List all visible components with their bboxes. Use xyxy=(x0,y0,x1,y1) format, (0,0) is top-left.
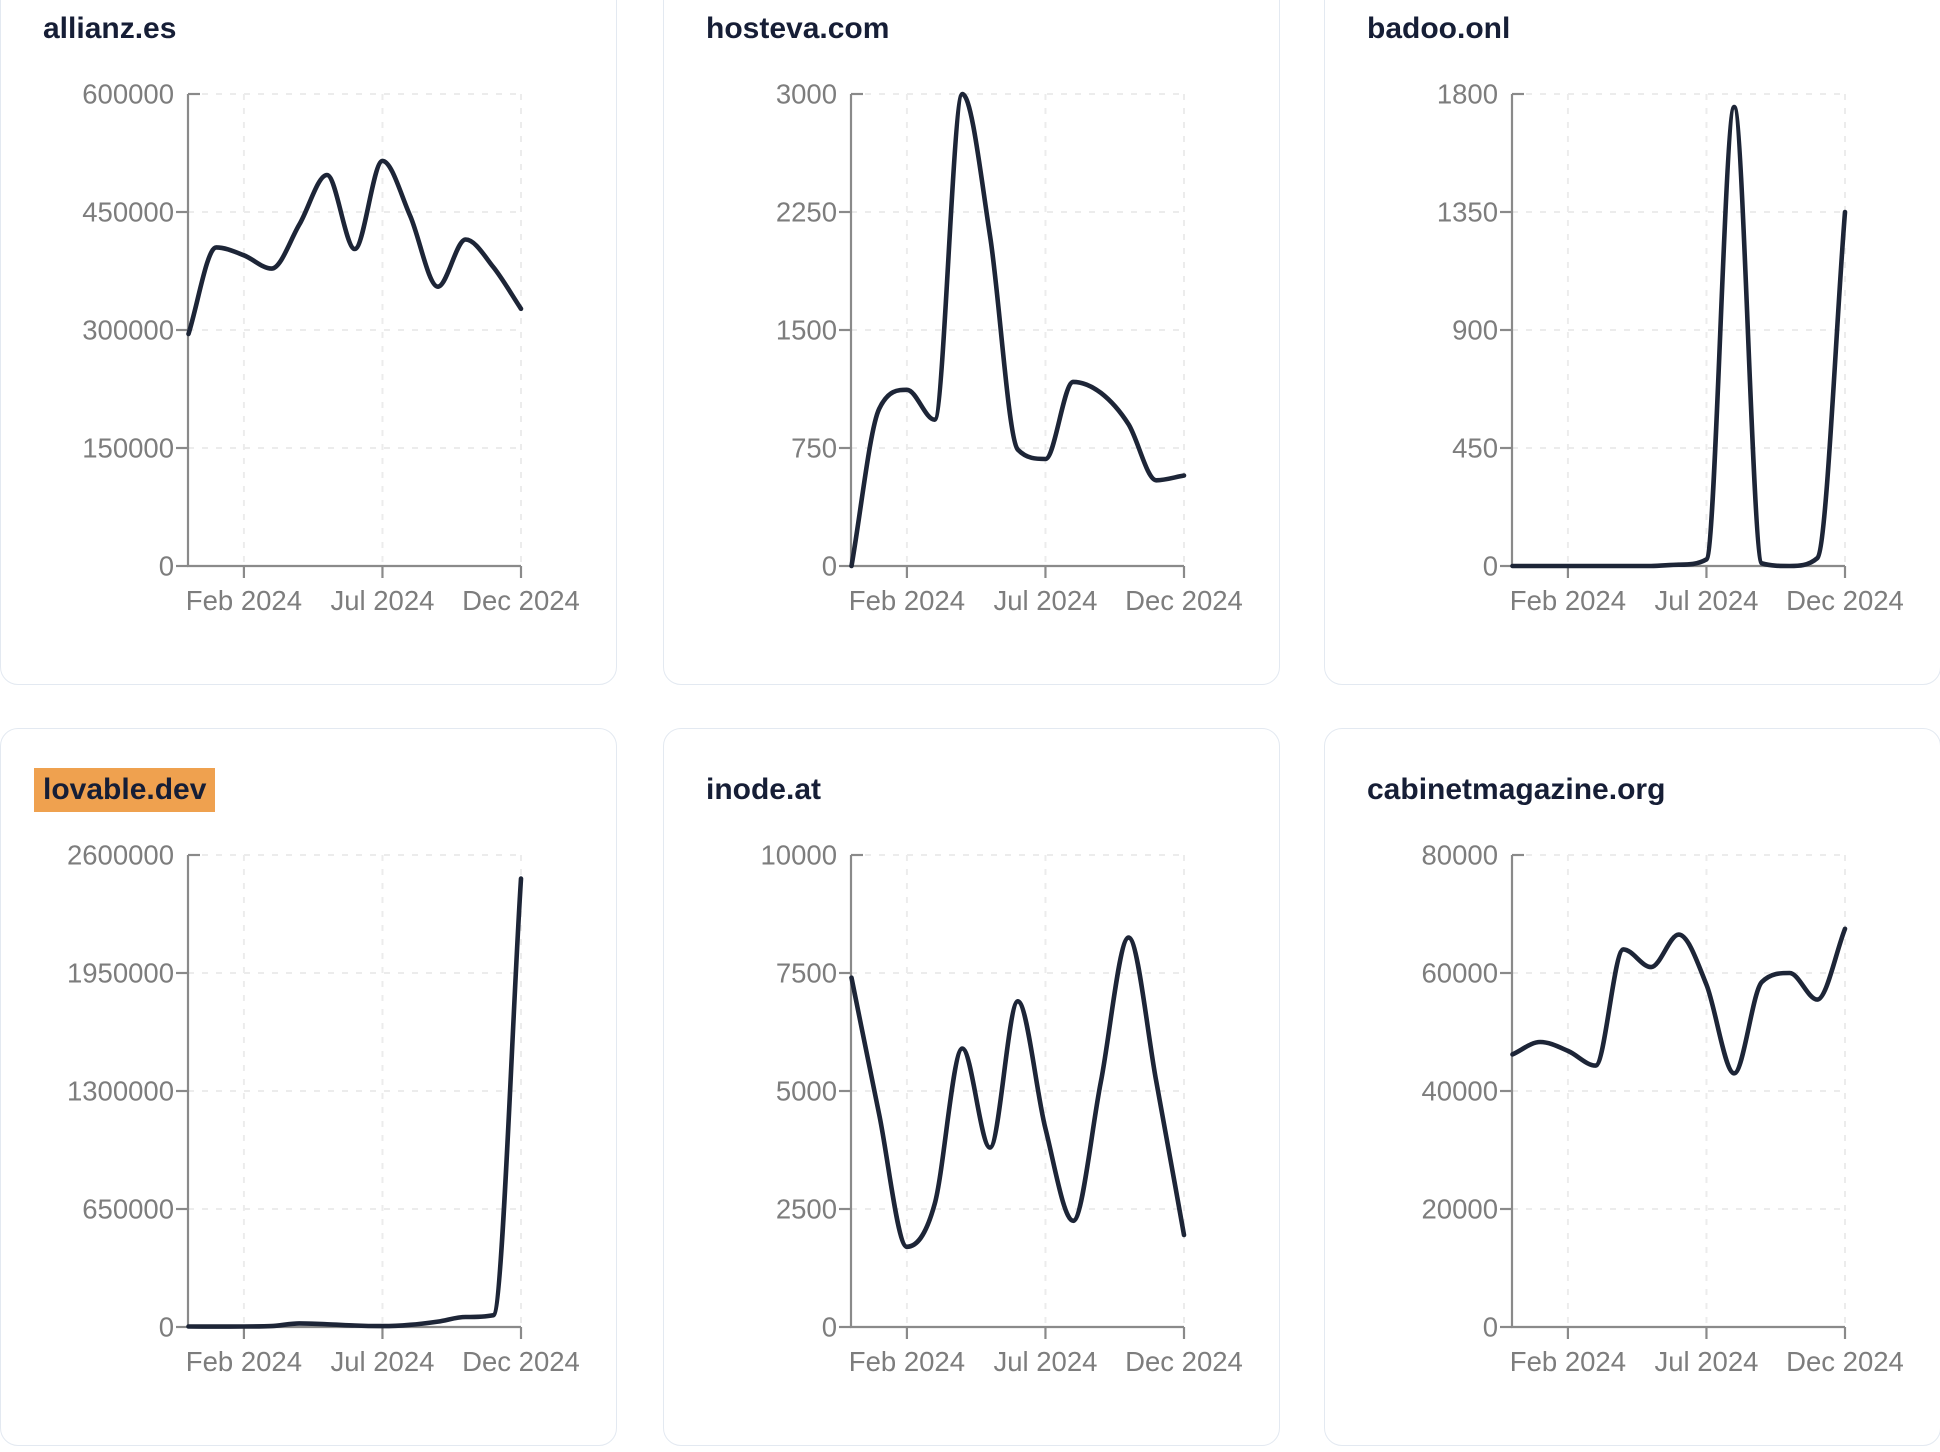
y-axis-label: 1950000 xyxy=(67,958,174,989)
x-axis-label: Jul 2024 xyxy=(330,1346,434,1377)
y-axis-label: 2600000 xyxy=(67,840,174,871)
y-axis-label: 5000 xyxy=(776,1076,837,1107)
axis-labels: 1800 1350 900 450 0 Feb 2024 Jul 2024 Dec 2024 xyxy=(1437,79,1904,617)
axes xyxy=(1500,853,1847,1339)
axis-labels: 600000 450000 300000 150000 0 Feb 2024 Jul 202… xyxy=(82,79,580,617)
y-axis-label: 300000 xyxy=(82,315,174,346)
x-axis-label: Feb 2024 xyxy=(849,1346,965,1377)
axes xyxy=(839,92,1186,578)
trend-line xyxy=(186,158,524,337)
trend-line xyxy=(849,935,1187,1250)
y-axis-label: 1800 xyxy=(1437,79,1498,110)
line-chart: 2600000 1950000 1300000 650000 0 Feb 2024 Jul … xyxy=(67,840,580,1378)
y-axis-label: 80000 xyxy=(1422,840,1498,871)
x-axis-label: Feb 2024 xyxy=(186,1346,302,1377)
y-axis-label: 1500 xyxy=(776,315,837,346)
x-axis-label: Jul 2024 xyxy=(330,585,434,616)
y-axis-label: 7500 xyxy=(776,958,837,989)
gridlines xyxy=(188,93,522,566)
x-axis-label: Jul 2024 xyxy=(993,585,1097,616)
y-axis-label: 150000 xyxy=(82,433,174,464)
line-chart: 10000 7500 5000 2500 0 Feb 2024 Jul 2024 Dec 20… xyxy=(761,840,1243,1378)
y-axis-label: 0 xyxy=(159,551,174,582)
y-axis-label: 60000 xyxy=(1422,958,1498,989)
trend-line xyxy=(1510,926,1848,1076)
y-axis-label: 450 xyxy=(1452,433,1498,464)
trend-line xyxy=(186,876,524,1329)
y-axis-label: 1300000 xyxy=(67,1076,174,1107)
axis-labels: 2600000 1950000 1300000 650000 0 Feb 2024 Jul … xyxy=(67,840,580,1378)
y-axis-label: 2250 xyxy=(776,197,837,228)
chart-title: allianz.es xyxy=(43,12,177,45)
line-chart: 3000 2250 1500 750 0 Feb 2024 Jul 2024 Dec 2024 xyxy=(776,79,1243,617)
gridlines xyxy=(851,93,1185,566)
x-axis-label: Jul 2024 xyxy=(993,1346,1097,1377)
chart-title: hosteva.com xyxy=(706,12,890,45)
x-axis-label: Jul 2024 xyxy=(1654,585,1758,616)
axes xyxy=(176,92,523,578)
axis-labels: 3000 2250 1500 750 0 Feb 2024 Jul 2024 Dec 2024 xyxy=(776,79,1243,617)
y-axis-label: 0 xyxy=(822,551,837,582)
chart-card: hosteva.com 3000 2250 1500 750 0 Feb 2024 Jul … xyxy=(663,0,1280,685)
axes xyxy=(1500,92,1847,578)
line-chart: 80000 60000 40000 20000 0 Feb 2024 Jul 2024 Dec… xyxy=(1422,840,1904,1378)
axes xyxy=(839,853,1186,1339)
x-axis-label: Feb 2024 xyxy=(1510,1346,1626,1377)
chart-card: allianz.es 600000 450000 300000 150000 0 Feb … xyxy=(0,0,617,685)
trend-line xyxy=(849,91,1187,569)
x-axis-label: Dec 2024 xyxy=(462,1346,580,1377)
gridlines xyxy=(188,854,522,1327)
y-axis-label: 1350 xyxy=(1437,197,1498,228)
x-axis-label: Dec 2024 xyxy=(462,585,580,616)
line-chart: 600000 450000 300000 150000 0 Feb 2024 Jul 202… xyxy=(82,79,580,617)
y-axis-label: 0 xyxy=(159,1312,174,1343)
chart-card: lovable.dev 2600000 1950000 1300000 650000 0… xyxy=(0,728,617,1446)
y-axis-label: 2500 xyxy=(776,1194,837,1225)
y-axis-label: 650000 xyxy=(82,1194,174,1225)
y-axis-label: 900 xyxy=(1452,315,1498,346)
x-axis-label: Dec 2024 xyxy=(1786,1346,1904,1377)
line-chart: 1800 1350 900 450 0 Feb 2024 Jul 2024 Dec 2024 xyxy=(1437,79,1904,617)
chart-title: inode.at xyxy=(706,773,822,806)
x-axis-label: Feb 2024 xyxy=(186,585,302,616)
chart-title: badoo.onl xyxy=(1367,12,1511,45)
y-axis-label: 600000 xyxy=(82,79,174,110)
gridlines xyxy=(1512,93,1846,566)
x-axis-label: Feb 2024 xyxy=(1510,585,1626,616)
y-axis-label: 3000 xyxy=(776,79,837,110)
y-axis-label: 450000 xyxy=(82,197,174,228)
y-axis-label: 20000 xyxy=(1422,1194,1498,1225)
x-axis-label: Dec 2024 xyxy=(1125,1346,1243,1377)
x-axis-label: Jul 2024 xyxy=(1654,1346,1758,1377)
x-axis-label: Dec 2024 xyxy=(1786,585,1904,616)
gridlines xyxy=(851,854,1185,1327)
chart-title: cabinetmagazine.org xyxy=(1367,773,1666,806)
y-axis-label: 40000 xyxy=(1422,1076,1498,1107)
axes xyxy=(176,853,523,1339)
chart-card: inode.at 10000 7500 5000 2500 0 Feb 2024 Jul 2… xyxy=(663,728,1280,1446)
x-axis-label: Dec 2024 xyxy=(1125,585,1243,616)
y-axis-label: 0 xyxy=(1483,551,1498,582)
y-axis-label: 0 xyxy=(822,1312,837,1343)
trend-line xyxy=(1510,104,1848,569)
chart-card: cabinetmagazine.org 80000 60000 40000 20000… xyxy=(1324,728,1940,1446)
chart-card: badoo.onl 1800 1350 900 450 0 Feb 2024 Jul 202… xyxy=(1324,0,1940,685)
gridlines xyxy=(1512,854,1846,1327)
y-axis-label: 750 xyxy=(791,433,837,464)
x-axis-label: Feb 2024 xyxy=(849,585,965,616)
chart-title: lovable.dev xyxy=(34,768,216,812)
axis-labels: 10000 7500 5000 2500 0 Feb 2024 Jul 2024 Dec 20… xyxy=(761,840,1243,1378)
axis-labels: 80000 60000 40000 20000 0 Feb 2024 Jul 2024 Dec… xyxy=(1422,840,1904,1378)
y-axis-label: 10000 xyxy=(761,840,837,871)
y-axis-label: 0 xyxy=(1483,1312,1498,1343)
